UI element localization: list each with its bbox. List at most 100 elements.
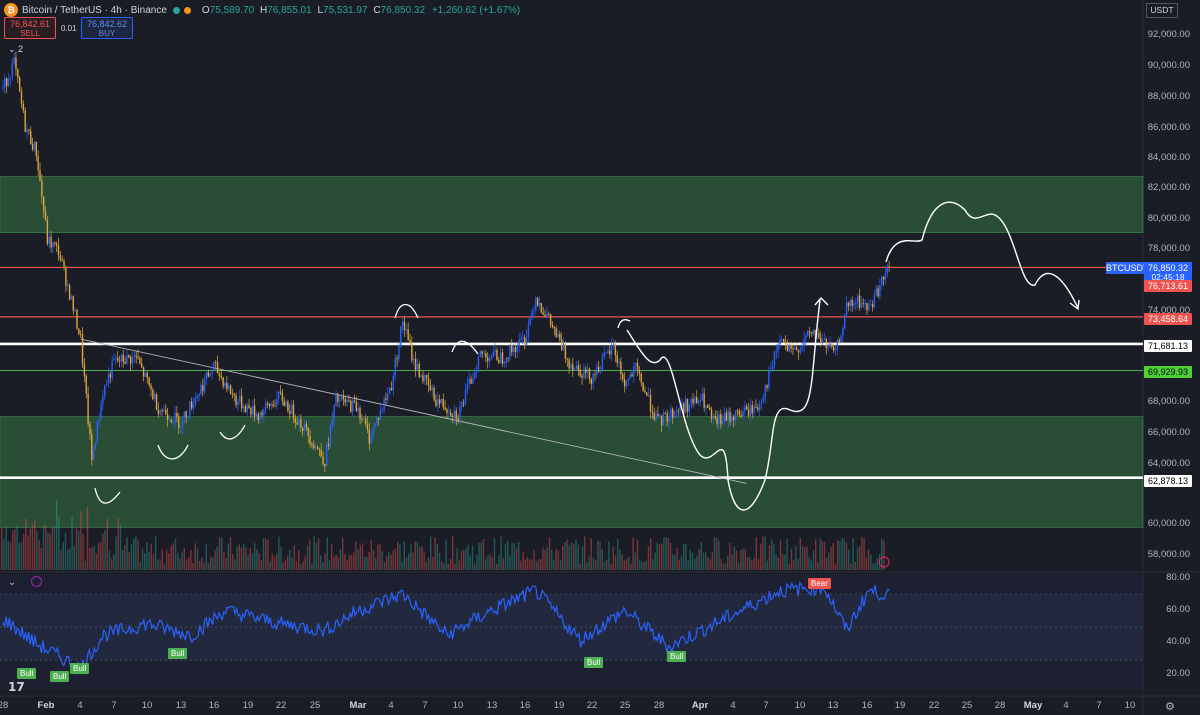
volume-bar (412, 552, 414, 570)
volume-bar (106, 518, 108, 570)
candle-body (383, 398, 385, 409)
candle-body (266, 402, 269, 404)
projection-path (885, 201, 1079, 309)
candle-body (324, 464, 326, 467)
volume-bar (612, 546, 614, 570)
volume-bar (623, 560, 625, 570)
rsi-axis-label: 60.00 (1166, 604, 1190, 615)
candle-body (577, 365, 580, 370)
volume-bar (58, 517, 60, 570)
candle-body (244, 406, 247, 412)
candle-body (764, 385, 766, 398)
candle-body (882, 276, 885, 280)
candle-body (522, 337, 524, 339)
candle-body (672, 408, 674, 418)
volume-bar (174, 538, 177, 570)
candle-body (803, 338, 805, 346)
volume-bar (559, 560, 562, 570)
volume-bar (260, 560, 262, 570)
volume-bar (707, 556, 709, 570)
volume-bar (544, 549, 546, 570)
candle-body (668, 417, 670, 422)
candle-body (126, 355, 128, 365)
candle-body (246, 405, 248, 412)
volume-bar (496, 563, 498, 570)
volume-bar (423, 551, 425, 570)
candle-body (359, 407, 361, 419)
candle-body (89, 423, 91, 435)
volume-bar (280, 546, 282, 570)
candle-body (847, 302, 850, 307)
candle-body (257, 414, 259, 421)
gear-icon[interactable]: ⚙ (1165, 701, 1175, 713)
candle-body (588, 368, 591, 379)
symbol-title[interactable]: Bitcoin / TetherUS · 4h · Binance (22, 4, 167, 16)
candle-body (185, 411, 187, 418)
price-axis-label: 92,000.00 (1147, 29, 1190, 40)
candle-body (771, 364, 774, 370)
volume-bar (513, 543, 515, 570)
volume-bar (850, 563, 852, 570)
volume-bar (830, 546, 832, 570)
candle-body (831, 343, 833, 347)
volume-bar (469, 555, 471, 570)
sell-button[interactable]: 76,842.61 SELL (4, 17, 56, 39)
volume-bar (203, 563, 205, 570)
volume-bar (584, 536, 586, 570)
volume-bar (568, 545, 570, 570)
candle-body (189, 401, 191, 416)
volume-bar (223, 552, 225, 570)
candle-body (340, 396, 343, 401)
currency-selector[interactable]: USDT (1146, 3, 1178, 18)
volume-bar (51, 527, 53, 570)
volume-bar (562, 545, 564, 570)
time-axis-label: 4 (77, 700, 83, 711)
candle-body (496, 349, 498, 361)
volume-bar (540, 559, 542, 570)
circle-icon[interactable] (31, 576, 42, 587)
candle-body (418, 363, 420, 377)
volume-bar (700, 542, 702, 570)
candle-body (253, 405, 256, 417)
volume-bar (867, 549, 870, 570)
volume-bar (5, 526, 7, 570)
volume-bar (271, 554, 273, 570)
candle-body (179, 426, 182, 428)
candle-body (725, 412, 728, 421)
volume-bar (817, 562, 819, 570)
volume-bar (768, 545, 771, 570)
volume-bar (302, 561, 304, 570)
volume-bar (249, 548, 251, 570)
candle-body (746, 406, 748, 410)
candle-body (450, 412, 452, 416)
volume-bar (126, 536, 128, 570)
volume-bar (551, 549, 553, 570)
candle-body (657, 413, 659, 417)
buy-button[interactable]: 76,842.62 BUY (81, 17, 133, 39)
candle-body (155, 394, 158, 410)
volume-bar (685, 543, 687, 570)
chevron-icon[interactable]: ⌄ (8, 577, 17, 588)
volume-bar (771, 539, 773, 570)
volume-bar (56, 499, 58, 570)
bounce-arrow (157, 444, 189, 460)
volume-bar (205, 543, 207, 570)
candle-body (342, 396, 345, 400)
volume-bar (262, 538, 265, 570)
time-axis-label: 28 (653, 700, 665, 711)
indicator-toggle[interactable]: ⌄ 2 (8, 44, 24, 54)
candle-body (703, 393, 705, 408)
candle-body (163, 409, 165, 412)
candle-body (877, 288, 879, 297)
candle-body (401, 321, 404, 327)
volume-bar (755, 537, 757, 570)
volume-bar (680, 555, 683, 570)
candle-body (620, 361, 622, 374)
volume-bar (1, 527, 3, 570)
candle-body (43, 196, 45, 212)
tv-logo-icon[interactable]: 17 (8, 680, 25, 694)
volume-bar (826, 557, 828, 570)
rsi-bull-badge: Bull (50, 671, 70, 682)
volume-bar (555, 549, 557, 570)
